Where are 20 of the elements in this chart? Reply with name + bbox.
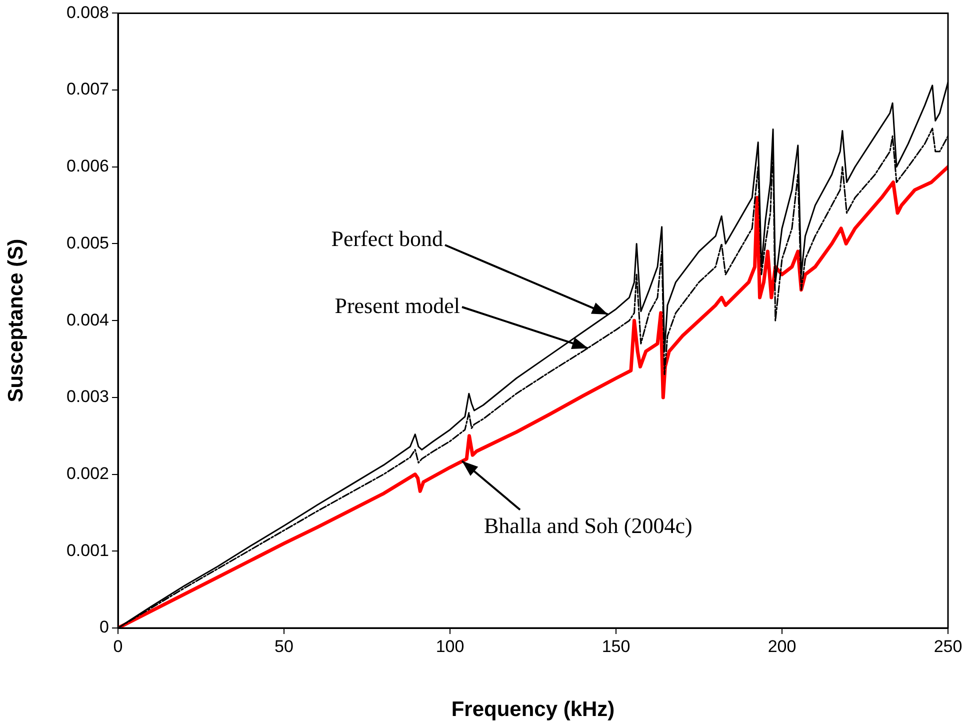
x-tick-label: 0 bbox=[113, 636, 123, 656]
annotation: Perfect bond bbox=[331, 226, 443, 251]
y-axis-title: Susceptance (S) bbox=[4, 238, 28, 402]
y-tick-label: 0.001 bbox=[66, 540, 109, 560]
y-tick-label: 0.006 bbox=[66, 156, 109, 176]
y-tick-label: 0.002 bbox=[66, 464, 109, 483]
x-tick-label: 250 bbox=[934, 636, 962, 656]
y-tick-label: 0.007 bbox=[66, 80, 109, 99]
x-tick-label: 150 bbox=[602, 636, 630, 656]
y-tick-label: 0.004 bbox=[66, 310, 109, 330]
y-tick-label: 0 bbox=[100, 618, 109, 637]
x-tick-label: 50 bbox=[274, 636, 294, 656]
y-tick-label: 0.005 bbox=[66, 233, 109, 252]
y-tick-label: 0.003 bbox=[66, 387, 109, 406]
annotation: Bhalla and Soh (2004c) bbox=[484, 512, 692, 538]
x-axis-title: Frequency (kHz) bbox=[451, 698, 615, 722]
annotation: Present model bbox=[334, 292, 460, 318]
x-tick-label: 100 bbox=[436, 636, 464, 656]
y-tick-label: 0.008 bbox=[66, 2, 109, 22]
x-tick-label: 200 bbox=[768, 636, 796, 656]
